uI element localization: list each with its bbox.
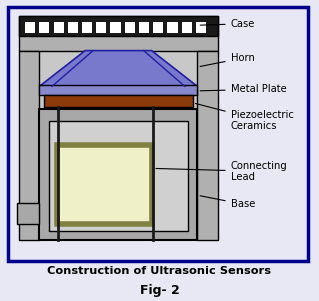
- Bar: [82, 22, 92, 33]
- Bar: [17, 203, 39, 224]
- Bar: [125, 22, 135, 33]
- Bar: [197, 51, 218, 240]
- Bar: [96, 22, 106, 33]
- Bar: [44, 95, 193, 107]
- Bar: [8, 7, 308, 261]
- Text: Horn: Horn: [200, 53, 255, 67]
- Bar: [49, 121, 188, 231]
- Bar: [54, 22, 64, 33]
- Bar: [196, 22, 206, 33]
- Text: Connecting
Lead: Connecting Lead: [156, 160, 287, 182]
- Text: Piezoelectric
Ceramics: Piezoelectric Ceramics: [196, 104, 293, 132]
- Text: Construction of Ultrasonic Sensors: Construction of Ultrasonic Sensors: [48, 266, 271, 276]
- Bar: [182, 22, 192, 33]
- Bar: [68, 22, 78, 33]
- Bar: [39, 85, 197, 95]
- Bar: [19, 16, 218, 51]
- Bar: [57, 144, 152, 224]
- Text: Base: Base: [200, 196, 255, 209]
- Bar: [110, 22, 121, 33]
- Bar: [167, 22, 178, 33]
- Bar: [19, 16, 218, 36]
- Bar: [139, 22, 149, 33]
- Bar: [39, 109, 197, 240]
- Text: Fig- 2: Fig- 2: [140, 284, 179, 297]
- Text: Case: Case: [200, 19, 255, 29]
- Bar: [39, 22, 49, 33]
- Text: Metal Plate: Metal Plate: [200, 84, 286, 95]
- Bar: [153, 22, 163, 33]
- Bar: [39, 51, 197, 240]
- Polygon shape: [39, 51, 197, 86]
- Bar: [19, 51, 39, 240]
- Bar: [25, 22, 35, 33]
